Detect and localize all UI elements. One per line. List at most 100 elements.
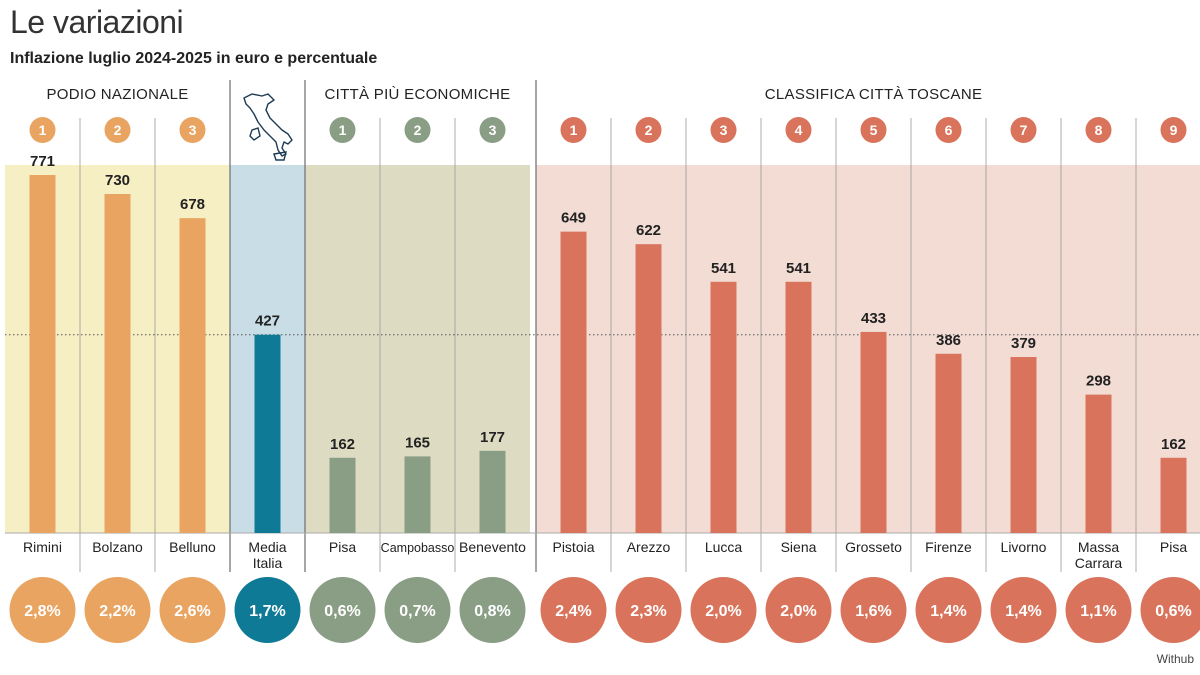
percentage-circle [1140,577,1200,643]
bar [785,281,812,533]
sicily-shape [273,151,287,161]
bar-value-label: 386 [936,332,961,349]
rank-badge [1010,117,1037,143]
percentage-circle [915,577,982,643]
percentage-label: 2,6% [174,603,210,620]
bar [404,456,431,533]
city-label: Campobasso [381,541,455,555]
percentage-label: 2,2% [99,603,135,620]
rank-number: 7 [1020,122,1028,138]
city-label: Livorno [1001,539,1047,555]
rank-number: 8 [1095,122,1103,138]
bar-value-label: 649 [561,210,586,227]
rank-badge [179,117,206,143]
city-label: Italia [253,555,283,571]
rank-number: 3 [720,122,728,138]
city-label: Lucca [705,539,743,555]
percentage-circle [159,577,226,643]
rank-badge [1085,117,1112,143]
rank-number: 2 [414,122,422,138]
bar-value-label: 162 [330,436,355,453]
bar [254,334,281,533]
rank-badge [104,117,131,143]
percentage-label: 1,4% [930,603,966,620]
bar-value-label: 162 [1161,436,1186,453]
bar-value-label: 433 [861,310,886,327]
bar-value-label: 177 [480,429,505,446]
percentage-label: 1,6% [855,603,891,620]
rank-number: 5 [870,122,878,138]
city-label: Carrara [1075,555,1123,571]
bar-value-label: 771 [30,153,55,170]
bar [104,194,131,534]
rank-badge [29,117,56,143]
bar [935,353,962,533]
percentage-label: 2,0% [705,603,741,620]
chart-subtitle: Inflazione luglio 2024-2025 in euro e pe… [10,50,378,67]
percentage-circle [1065,577,1132,643]
rank-number: 1 [570,122,578,138]
percentage-label: 1,1% [1080,603,1116,620]
percentage-label: 2,0% [780,603,816,620]
rank-badge [1160,117,1187,143]
city-label: Firenze [925,539,972,555]
rank-number: 1 [339,122,347,138]
percentage-circle [840,577,907,643]
city-label: Bolzano [92,539,143,555]
city-label: Rimini [23,539,62,555]
rank-number: 6 [945,122,953,138]
percentage-circle [384,577,451,643]
sardinia-shape [249,127,261,141]
bar-value-label: 730 [105,172,130,189]
rank-number: 4 [795,122,803,138]
chart-title: Le variazioni [10,4,184,40]
rank-number: 3 [489,122,497,138]
bar [329,457,356,533]
bar-value-label: 379 [1011,335,1036,352]
city-label: Siena [781,539,817,555]
city-label: Pisa [1160,539,1187,555]
city-label: Belluno [169,539,216,555]
percentage-circle [9,577,76,643]
percentage-label: 0,6% [324,603,360,620]
percentage-label: 2,3% [630,603,666,620]
group-header-label: PODIO NAZIONALE [46,86,188,103]
rank-badge [860,117,887,143]
city-label: Massa [1078,539,1119,555]
percentage-label: 0,6% [1155,603,1191,620]
bar [179,218,206,534]
percentage-circle [540,577,607,643]
bar [560,231,587,534]
group-header-label: CITTÀ PIÙ ECONOMICHE [324,86,510,103]
rank-badge [710,117,737,143]
bar [29,175,56,533]
city-label: Media [248,539,286,555]
percentage-label: 2,8% [24,603,60,620]
percentage-label: 1,4% [1005,603,1041,620]
bar-value-label: 541 [711,260,736,277]
rank-number: 2 [114,122,122,138]
rank-badge [479,117,506,143]
bar [479,450,506,533]
rank-badge [560,117,587,143]
bar [1160,457,1187,533]
percentage-label: 0,7% [399,603,435,620]
percentage-circle [990,577,1057,643]
percentage-circle [309,577,376,643]
bar [1010,357,1037,533]
city-label: Pisa [329,539,356,555]
source-credit: Withub [1156,652,1194,666]
bar-value-label: 678 [180,196,205,213]
percentage-label: 0,8% [474,603,510,620]
percentage-label: 2,4% [555,603,591,620]
bar-value-label: 427 [255,313,280,330]
rank-badge [404,117,431,143]
percentage-circle [84,577,151,643]
bar-value-label: 622 [636,222,661,239]
bar-value-label: 298 [1086,373,1111,390]
percentage-circle [234,577,301,643]
rank-badge [635,117,662,143]
rank-number: 9 [1170,122,1178,138]
city-label: Grosseto [845,539,902,555]
